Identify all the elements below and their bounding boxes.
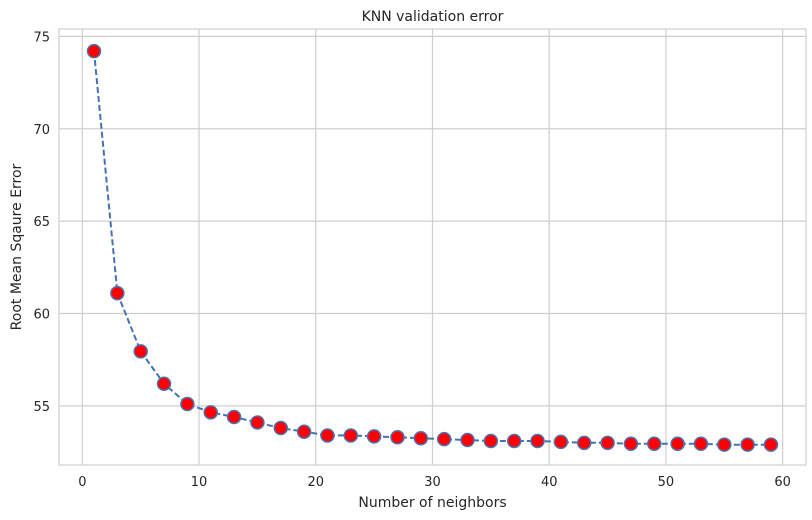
data-point — [203, 405, 218, 420]
data-point — [763, 437, 779, 452]
data-point — [553, 434, 569, 450]
data-point — [320, 428, 335, 443]
data-point — [133, 344, 148, 359]
data-point — [86, 43, 102, 59]
y-tick-label: 65 — [33, 215, 50, 230]
x-tick-label: 0 — [78, 475, 86, 490]
x-tick-label: 20 — [308, 475, 325, 490]
x-axis-label: Number of neighbors — [358, 495, 506, 511]
x-tick-label: 50 — [658, 475, 675, 490]
x-tick-label: 40 — [541, 475, 558, 490]
data-point — [250, 415, 265, 430]
data-point — [296, 424, 312, 439]
data-point — [436, 431, 452, 447]
data-point — [623, 436, 639, 452]
x-tick-label: 30 — [424, 475, 441, 490]
data-point — [180, 396, 195, 412]
data-point — [460, 432, 475, 448]
data-point — [110, 285, 125, 301]
x-tick-label: 10 — [191, 475, 208, 490]
y-axis-label: Root Mean Sqaure Error — [9, 163, 25, 330]
plot-frame — [58, 28, 807, 466]
tick-labels: 0 10 20 30 40 50 60 55 60 65 70 75 — [33, 30, 790, 490]
data-point — [506, 433, 522, 449]
x-tick-label: 60 — [774, 475, 791, 490]
data-point — [740, 437, 755, 452]
chart-title: KNN validation error — [362, 9, 504, 25]
data-point — [226, 409, 242, 425]
y-tick-label: 60 — [33, 308, 50, 323]
data-point — [483, 433, 499, 449]
markers — [86, 43, 779, 452]
data-point — [530, 433, 545, 449]
data-point — [366, 429, 382, 444]
data-point — [576, 435, 592, 451]
y-tick-label: 55 — [33, 400, 50, 415]
data-point — [390, 430, 405, 445]
data-point — [600, 435, 615, 451]
grid — [59, 29, 806, 465]
y-tick-label: 75 — [33, 30, 50, 45]
data-point — [670, 436, 685, 452]
data-point — [693, 436, 709, 452]
data-point — [647, 436, 662, 452]
data-point — [717, 437, 732, 452]
data-point — [156, 376, 172, 391]
data-point — [343, 428, 359, 443]
data-point — [413, 430, 429, 446]
data-point — [273, 420, 289, 436]
y-tick-label: 70 — [33, 123, 50, 138]
